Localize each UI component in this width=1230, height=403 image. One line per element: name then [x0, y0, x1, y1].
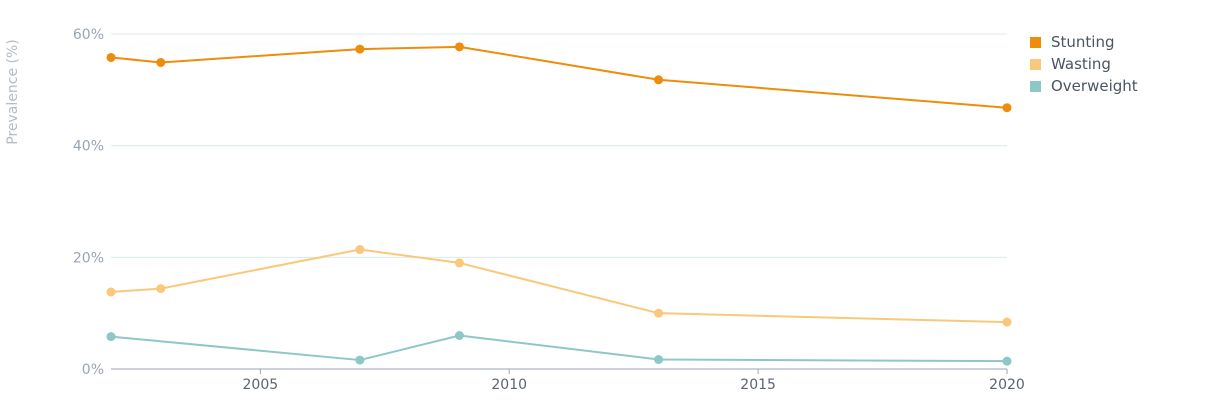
- legend: Stunting Wasting Overweight: [1030, 33, 1138, 95]
- axes: 0% 20% 40% 60% 2005 2010 2015 2020: [73, 27, 1025, 393]
- data-point-wasting-2009: [454, 258, 464, 268]
- data-point-stunting-2020: [1002, 103, 1012, 113]
- data-point-overweight-2007: [355, 355, 365, 365]
- data-point-wasting-2013: [654, 308, 664, 318]
- legend-label-wasting: Wasting: [1051, 55, 1111, 73]
- series-line-stunting: [110, 45, 1008, 109]
- y-tick-label-40: 40%: [73, 139, 104, 155]
- data-point-stunting-2009: [454, 42, 464, 52]
- data-point-stunting-2003: [156, 57, 166, 67]
- legend-item-wasting: Wasting: [1030, 55, 1111, 73]
- data-point-stunting-2013: [654, 75, 664, 85]
- x-tick-label-2010: 2010: [491, 377, 527, 393]
- series-layer: [106, 42, 1012, 366]
- legend-swatch-stunting: [1030, 37, 1041, 48]
- y-tick-label-0: 0%: [82, 362, 104, 378]
- legend-item-stunting: Stunting: [1030, 33, 1115, 51]
- series-wasting: [106, 245, 1012, 327]
- legend-label-stunting: Stunting: [1051, 33, 1115, 51]
- x-tick-label-2005: 2005: [243, 377, 279, 393]
- data-point-stunting-2002: [106, 52, 116, 62]
- x-tick-label-2015: 2015: [740, 377, 776, 393]
- series-stunting: [106, 42, 1012, 113]
- series-overweight: [106, 331, 1012, 366]
- x-tick-label-2020: 2020: [989, 377, 1025, 393]
- series-line-wasting: [110, 248, 1008, 324]
- data-point-overweight-2013: [654, 355, 664, 365]
- data-point-wasting-2007: [355, 245, 365, 255]
- data-point-wasting-2002: [106, 287, 116, 297]
- legend-swatch-wasting: [1030, 59, 1041, 70]
- y-tick-label-20: 20%: [73, 250, 104, 266]
- data-point-overweight-2002: [106, 332, 116, 342]
- series-line-overweight: [110, 334, 1008, 363]
- gridlines: [111, 33, 1007, 258]
- data-point-overweight-2009: [454, 331, 464, 340]
- legend-label-overweight: Overweight: [1051, 77, 1138, 95]
- legend-item-overweight: Overweight: [1030, 77, 1138, 95]
- data-point-wasting-2003: [156, 284, 166, 294]
- y-axis-label: Prevalence (%): [5, 39, 21, 145]
- data-point-wasting-2020: [1002, 317, 1012, 327]
- legend-swatch-overweight: [1030, 81, 1041, 92]
- data-point-stunting-2007: [355, 44, 365, 54]
- y-tick-label-60: 60%: [73, 27, 104, 43]
- data-point-overweight-2020: [1002, 356, 1012, 366]
